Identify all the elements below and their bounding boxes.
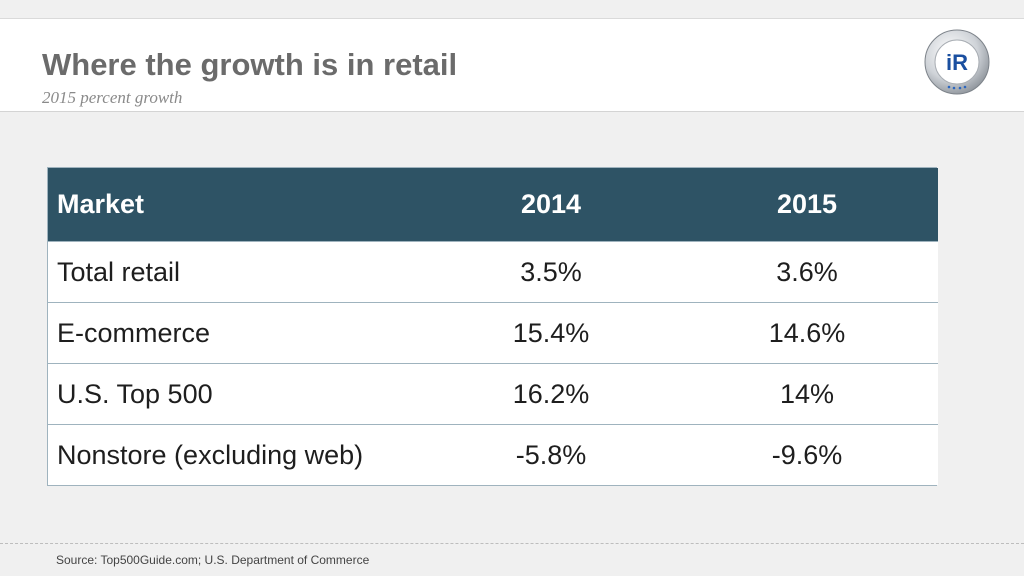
- market-cell: Total retail: [48, 241, 426, 303]
- slide-header: Where the growth is in retail 2015 perce…: [0, 18, 1024, 112]
- logo-letters: iR: [946, 50, 968, 75]
- column-header-2015: 2015: [676, 168, 938, 242]
- growth-table: Market 2014 2015 Total retail 3.5% 3.6% …: [47, 167, 938, 486]
- value-2015-cell: 14%: [676, 363, 938, 425]
- value-2015-cell: 14.6%: [676, 302, 938, 364]
- value-2014-cell: -5.8%: [426, 424, 676, 485]
- slide-title: Where the growth is in retail: [42, 47, 458, 82]
- value-2015-cell: -9.6%: [676, 424, 938, 485]
- internet-retailer-badge-icon: iR: [924, 29, 990, 95]
- table-row: Total retail 3.5% 3.6%: [48, 241, 938, 303]
- value-2015-cell: 3.6%: [676, 241, 938, 303]
- footer-divider: [0, 543, 1024, 544]
- source-note: Source: Top500Guide.com; U.S. Department…: [56, 553, 370, 567]
- table-row: Nonstore (excluding web) -5.8% -9.6%: [48, 424, 938, 485]
- value-2014-cell: 16.2%: [426, 363, 676, 425]
- market-cell: E-commerce: [48, 302, 426, 364]
- value-2014-cell: 3.5%: [426, 241, 676, 303]
- table-header-row: Market 2014 2015: [48, 168, 938, 242]
- market-cell: U.S. Top 500: [48, 363, 426, 425]
- column-header-2014: 2014: [426, 168, 676, 242]
- slide-subtitle: 2015 percent growth: [42, 88, 183, 107]
- table-row: U.S. Top 500 16.2% 14%: [48, 363, 938, 425]
- column-header-market: Market: [48, 168, 426, 242]
- market-cell: Nonstore (excluding web): [48, 424, 426, 485]
- value-2014-cell: 15.4%: [426, 302, 676, 364]
- table-row: E-commerce 15.4% 14.6%: [48, 302, 938, 364]
